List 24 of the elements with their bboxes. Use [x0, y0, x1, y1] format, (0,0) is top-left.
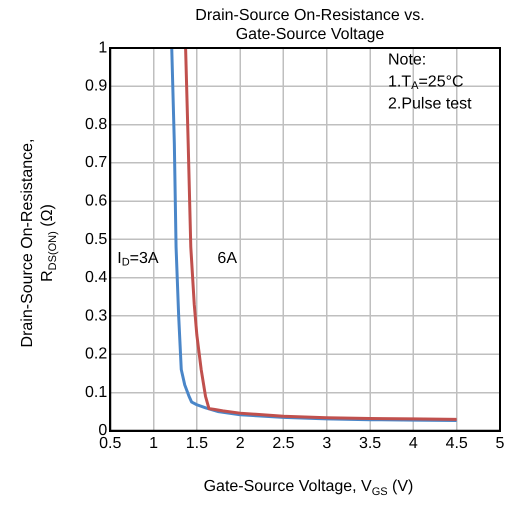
y-tick-label: 0.7	[84, 154, 108, 172]
x-tick-label: 3.5	[358, 434, 382, 452]
x-tick-label: 4	[408, 434, 418, 452]
x-tick-label: 3	[322, 434, 332, 452]
y-tick-label: 0.1	[84, 384, 108, 401]
x-tick-label: 5	[496, 434, 505, 452]
x-tick-label: 2	[236, 434, 245, 452]
y-tick-label: 0.3	[84, 307, 108, 324]
x-axis-title: Gate-Source Voltage, V$_{GS}$ (V)	[202, 478, 414, 498]
chart-title: Drain-Source On-Resistance vs. Gate-Source Voltage	[194, 6, 426, 44]
y-tick-label: 0.9	[84, 78, 108, 95]
y-tick-label: 0.6	[84, 192, 108, 210]
y-tick-label: 0.5	[84, 230, 108, 248]
y-tick-label: 1	[98, 39, 108, 56]
x-tick-label: 2.5	[272, 434, 295, 452]
y-tick-label: 0.2	[84, 346, 108, 363]
y-tick-label: 0.4	[84, 269, 108, 286]
y-tick-label: 0.8	[84, 116, 108, 133]
annotation: 6A	[217, 250, 238, 267]
x-tick-label: 4.5	[446, 434, 468, 452]
annotation: Note:	[388, 51, 426, 68]
annotation: 2.Pulse test	[388, 95, 472, 112]
x-tick-label: 1	[149, 434, 158, 452]
x-tick-label: 1.5	[186, 434, 208, 452]
